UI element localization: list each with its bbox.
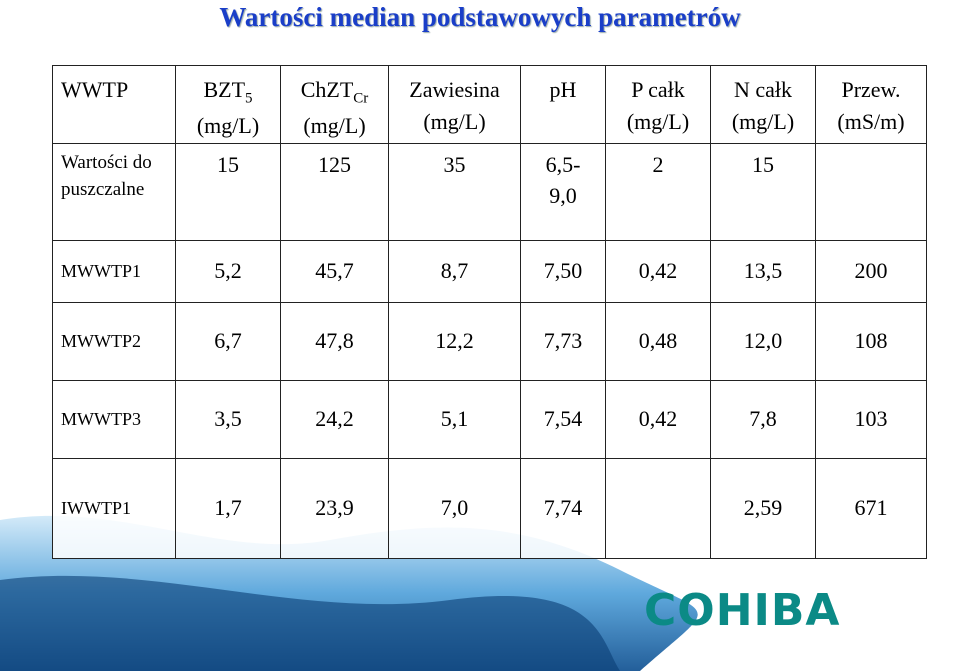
header-row: WWTP BZT5 (mg/L) ChZTCr (mg/L) Zawiesina (mg/L…	[52, 65, 927, 144]
header-subscript: 5	[245, 90, 253, 107]
header-cell: Zawiesina (mg/L)	[388, 65, 521, 144]
cell: 3,5	[175, 380, 281, 459]
table-row: MWWTP3 3,5 24,2 5,1 7,54 0,42 7,8 103	[52, 380, 927, 459]
table: WWTP BZT5 (mg/L) ChZTCr (mg/L) Zawiesina (mg/L…	[52, 65, 927, 559]
cell: 7,73	[520, 302, 606, 381]
cell: 7,54	[520, 380, 606, 459]
header-text: BZT	[203, 77, 246, 102]
cell: 13,5	[710, 240, 816, 303]
table-row: MWWTP1 5,2 45,7 8,7 7,50 0,42 13,5 200	[52, 240, 927, 303]
cell	[815, 143, 927, 241]
cell: 7,0	[388, 458, 521, 559]
cell: 35	[388, 143, 521, 241]
header-cell: P całk (mg/L)	[605, 65, 711, 144]
cell	[605, 458, 711, 559]
header-unit: (mS/m)	[837, 108, 905, 134]
row-label: Wartości dopuszczalne	[52, 143, 176, 241]
title: Wartości median podstawowych parametrów	[219, 2, 741, 32]
cell: 6,5-9,0	[520, 143, 606, 241]
header-cell: pH	[520, 65, 606, 144]
header-cell: BZT5 (mg/L)	[175, 65, 281, 144]
cell: 103	[815, 380, 927, 459]
header-text: Zawiesina	[409, 77, 500, 102]
cell: 15	[175, 143, 281, 241]
cell: 5,2	[175, 240, 281, 303]
header-cell: Przew. (mS/m)	[815, 65, 927, 144]
header-cell: N całk (mg/L)	[710, 65, 816, 144]
table-row: MWWTP2 6,7 47,8 12,2 7,73 0,48 12,0 108	[52, 302, 927, 381]
cell: 8,7	[388, 240, 521, 303]
header-text: Przew.	[841, 77, 901, 102]
cell: 0,42	[605, 380, 711, 459]
cell: 108	[815, 302, 927, 381]
cell: 15	[710, 143, 816, 241]
cell: 12,0	[710, 302, 816, 381]
cell: 45,7	[280, 240, 389, 303]
table-row: Wartości dopuszczalne 15 125 35 6,5-9,0 2 15	[52, 143, 927, 241]
cell: 2	[605, 143, 711, 241]
header-text: WWTP	[61, 77, 129, 102]
header-cell: ChZTCr (mg/L)	[280, 65, 389, 144]
header-unit: (mg/L)	[626, 108, 690, 134]
cell: 200	[815, 240, 927, 303]
row-label: MWWTP2	[52, 302, 176, 381]
header-unit: (mg/L)	[303, 113, 366, 139]
row-label: IWWTP1	[52, 458, 176, 559]
header-text: N całk	[733, 77, 793, 102]
cell: 5,1	[388, 380, 521, 459]
table-row: IWWTP1 1,7 23,9 7,0 7,74 2,59 671	[52, 458, 927, 559]
logo: COHIBA	[644, 585, 841, 636]
cell: 47,8	[280, 302, 389, 381]
row-label: MWWTP3	[52, 380, 176, 459]
header-unit: (mg/L)	[731, 108, 795, 134]
cell: 6,7	[175, 302, 281, 381]
cell: 125	[280, 143, 389, 241]
cell: 7,8	[710, 380, 816, 459]
header-unit: (mg/L)	[423, 108, 486, 134]
header-text: ChZT	[300, 77, 354, 102]
cell: 24,2	[280, 380, 389, 459]
header-cell: WWTP	[52, 65, 176, 144]
row-label: MWWTP1	[52, 240, 176, 303]
cell: 671	[815, 458, 927, 559]
header-unit: (mg/L)	[196, 113, 260, 139]
cell: 1,7	[175, 458, 281, 559]
cell: 23,9	[280, 458, 389, 559]
header-subscript: Cr	[353, 90, 369, 107]
cell: 0,48	[605, 302, 711, 381]
header-text: P całk	[631, 77, 685, 102]
cell: 7,74	[520, 458, 606, 559]
cell: 7,50	[520, 240, 606, 303]
header-text: pH	[549, 77, 577, 102]
cell: 12,2	[388, 302, 521, 381]
cell: 0,42	[605, 240, 711, 303]
cell: 2,59	[710, 458, 816, 559]
